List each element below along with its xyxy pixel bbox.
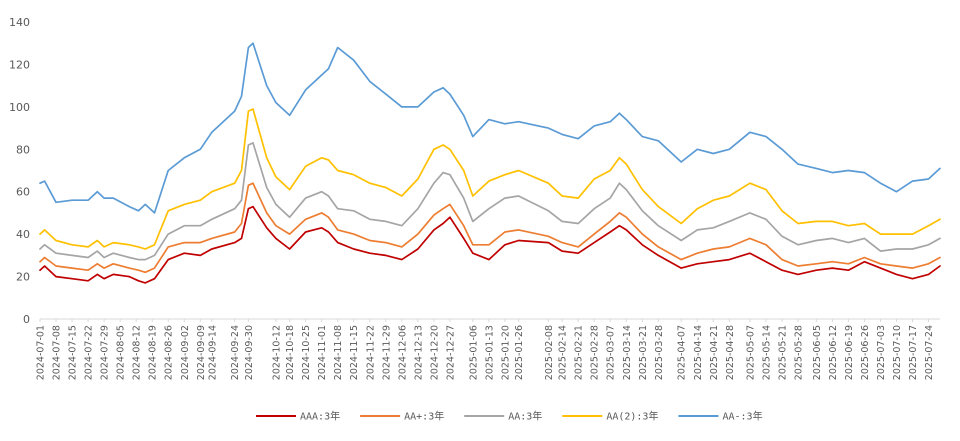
y-tick-label: 100 [9,101,30,114]
x-tick-label: 2024-10-12 [271,325,282,380]
x-tick-label: 2025-02-21 [574,325,585,380]
x-tick-label: 2025-01-13 [484,325,495,380]
x-tick-label: 2025-04-07 [677,325,688,380]
x-tick-label: 2025-05-07 [745,325,756,380]
x-tick-label: 2024-10-18 [285,325,296,380]
x-tick-label: 2024-07-15 [68,325,79,380]
x-tick-label: 2025-06-26 [860,325,871,380]
legend-label: AA-:3年 [722,410,762,423]
y-axis: 0 20 40 60 80 100 120 140 [9,16,30,326]
x-tick-label: 2024-12-27 [445,325,456,380]
x-tick-label: 2025-06-05 [812,325,823,380]
x-tick-label: 2025-07-03 [876,325,887,380]
legend-label: AA(2):3年 [606,410,658,423]
legend-label: AA+:3年 [404,410,444,423]
series-layer [39,42,941,284]
x-tick-label: 2025-06-12 [828,325,839,380]
x-tick-label: 2025-04-21 [709,325,720,380]
x-tick-label: 2025-02-28 [590,325,601,380]
x-tick-label: 2024-07-08 [52,325,63,380]
x-tick-label: 2025-01-20 [500,325,511,380]
x-axis: 2024-07-01 2024-07-08 2024-07-15 2024-07-22… [36,319,935,380]
x-tick-label: 2025-01-26 [514,325,525,380]
series-line-1 [39,182,941,274]
x-tick-label: 2024-07-29 [100,325,111,380]
x-tick-label: 2024-12-13 [413,325,424,380]
x-tick-label: 2025-04-14 [693,325,704,380]
y-tick-label: 120 [9,58,30,71]
x-tick-label: 2025-04-28 [725,325,736,380]
x-tick-label: 2025-05-28 [794,325,805,380]
x-tick-label: 2024-09-02 [180,325,191,380]
x-tick-label: 2025-06-19 [844,325,855,380]
x-tick-label: 2025-03-28 [654,325,665,380]
y-tick-label: 20 [16,271,30,284]
series-line-2 [39,142,941,261]
y-tick-label: 140 [9,16,30,29]
x-tick-label: 2024-08-26 [164,325,175,380]
x-tick-label: 2024-09-24 [230,325,241,380]
x-tick-label: 2025-07-17 [908,325,919,380]
x-tick-label: 2024-11-29 [381,325,392,380]
x-tick-label: 2025-05-21 [777,325,788,380]
x-tick-label: 2024-09-09 [196,325,207,380]
x-tick-label: 2025-02-08 [544,325,555,380]
x-tick-label: 2025-07-10 [892,325,903,380]
x-tick-label: 2025-03-14 [622,325,633,380]
series-line-3 [39,108,941,250]
y-tick-label: 80 [16,143,30,156]
x-tick-label: 2024-09-30 [244,325,255,380]
x-tick-label: 2024-12-06 [397,325,408,380]
x-tick-label: 2025-05-14 [761,325,772,380]
series-line-4 [39,42,941,214]
y-tick-label: 60 [16,186,30,199]
x-tick-label: 2024-08-12 [132,325,143,380]
x-tick-label: 2024-12-20 [429,325,440,380]
x-tick-label: 2024-10-25 [301,325,312,380]
x-tick-label: 2024-07-01 [36,325,47,380]
x-tick-label: 2024-09-14 [207,325,218,380]
y-tick-label: 0 [23,313,30,326]
x-tick-label: 2024-08-05 [116,325,127,380]
x-tick-label: 2025-03-07 [606,325,617,380]
x-tick-label: 2024-08-19 [148,325,159,380]
x-tick-label: 2025-01-06 [468,325,479,380]
series-line-0 [39,205,941,284]
x-tick-label: 2025-03-21 [638,325,649,380]
x-tick-label: 2024-11-08 [333,325,344,380]
legend-label: AA:3年 [508,410,542,423]
y-tick-label: 40 [16,228,30,241]
legend-label: AAA:3年 [300,410,340,423]
x-tick-label: 2024-11-01 [317,325,328,380]
x-tick-label: 2025-02-14 [558,325,569,380]
x-tick-label: 2024-11-15 [349,325,360,380]
x-tick-label: 2024-11-22 [365,325,376,380]
legend: AAA:3年 AA+:3年 AA:3年 AA(2):3年 AA-:3年 [256,410,763,423]
x-tick-label: 2025-07-24 [924,325,935,380]
x-tick-label: 2024-07-22 [84,325,95,380]
